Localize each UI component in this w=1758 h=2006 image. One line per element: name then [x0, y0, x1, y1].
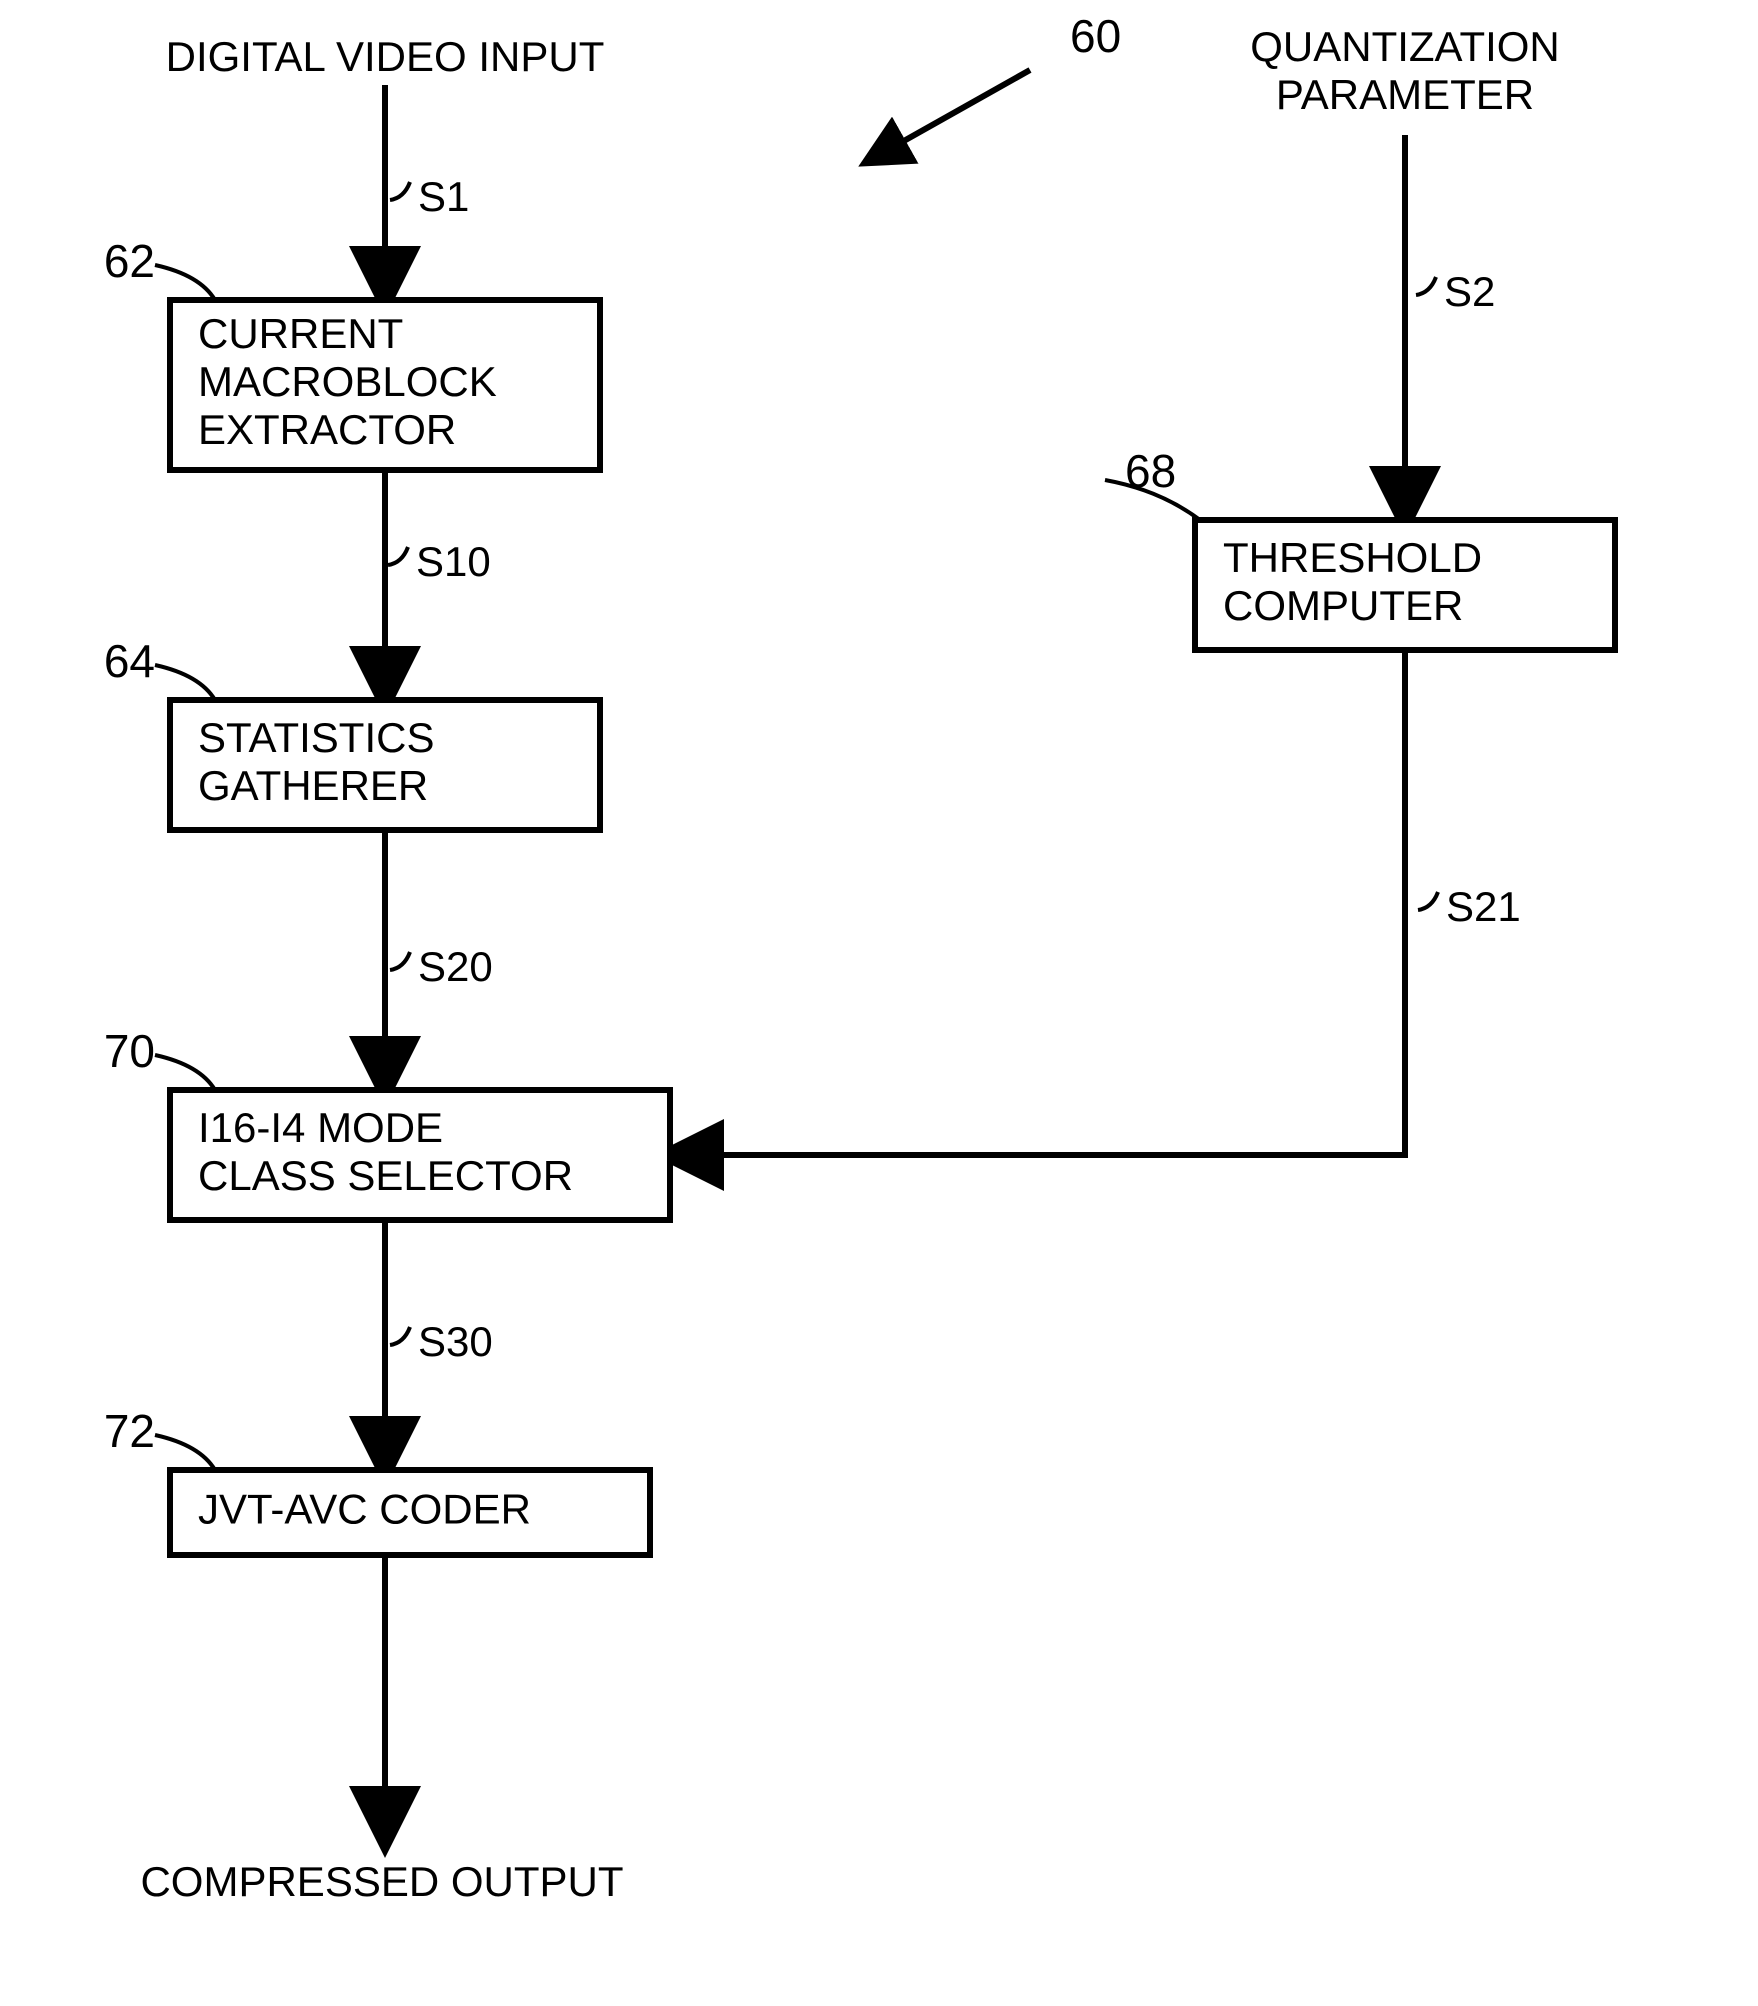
figure-ref-pointer	[870, 70, 1030, 160]
signal-label-s20: S20	[418, 943, 493, 990]
ref-number-70: 70	[104, 1025, 155, 1077]
node-label: EXTRACTOR	[198, 406, 456, 453]
signal-label-s10: S10	[416, 538, 491, 585]
node-label: COMPUTER	[1223, 582, 1463, 629]
signal-label-s1: S1	[418, 173, 469, 220]
ref-lead-62	[155, 265, 215, 300]
output-label: COMPRESSED OUTPUT	[140, 1858, 623, 1905]
node-coder: JVT-AVC CODER	[170, 1470, 650, 1555]
node-label: JVT-AVC CODER	[198, 1486, 531, 1533]
node-gatherer: STATISTICSGATHERER	[170, 700, 600, 830]
ref-number-62: 62	[104, 235, 155, 287]
signal-tick	[1418, 892, 1438, 910]
node-label: CURRENT	[198, 310, 403, 357]
node-threshold: THRESHOLDCOMPUTER	[1195, 520, 1615, 650]
ref-number-64: 64	[104, 635, 155, 687]
node-label: STATISTICS	[198, 714, 434, 761]
node-label: THRESHOLD	[1223, 534, 1482, 581]
node-label: I16-I4 MODE	[198, 1104, 443, 1151]
ref-number-68: 68	[1125, 445, 1176, 497]
ref-lead-64	[155, 665, 215, 700]
signal-label-s2: S2	[1444, 268, 1495, 315]
node-label: GATHERER	[198, 762, 428, 809]
signal-tick	[390, 182, 410, 200]
edge-threshold-to-selector	[670, 650, 1405, 1155]
signal-tick	[390, 1327, 410, 1345]
ref-lead-72	[155, 1435, 215, 1470]
node-label: MACROBLOCK	[198, 358, 497, 405]
signal-tick	[1416, 277, 1436, 295]
node-label: CLASS SELECTOR	[198, 1152, 573, 1199]
node-extractor: CURRENTMACROBLOCKEXTRACTOR	[170, 300, 600, 470]
figure-ref-number: 60	[1070, 10, 1121, 62]
input-label-right-2: PARAMETER	[1276, 71, 1534, 118]
signal-tick	[390, 952, 410, 970]
ref-lead-70	[155, 1055, 215, 1090]
input-label-left: DIGITAL VIDEO INPUT	[166, 33, 605, 80]
node-selector: I16-I4 MODECLASS SELECTOR	[170, 1090, 670, 1220]
input-label-right-1: QUANTIZATION	[1250, 23, 1560, 70]
signal-label-s30: S30	[418, 1318, 493, 1365]
signal-tick	[388, 547, 408, 565]
ref-number-72: 72	[104, 1405, 155, 1457]
signal-label-s21: S21	[1446, 883, 1521, 930]
